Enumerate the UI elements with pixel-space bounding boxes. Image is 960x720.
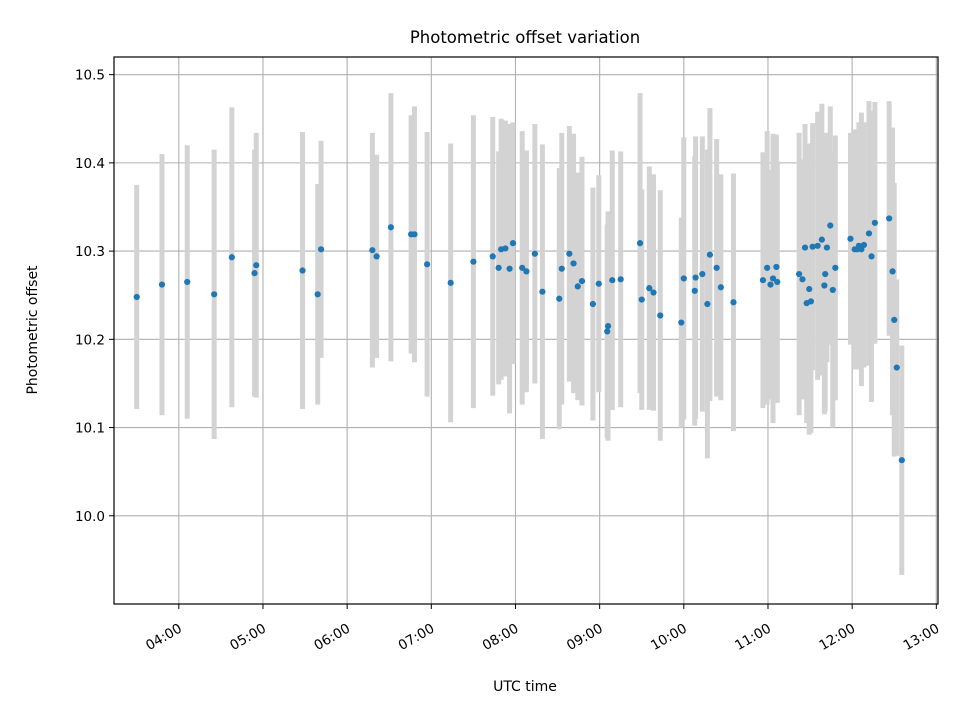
data-points bbox=[133, 215, 905, 464]
data-point bbox=[411, 231, 418, 238]
data-point bbox=[868, 253, 875, 260]
data-point bbox=[799, 276, 806, 283]
data-point bbox=[506, 265, 513, 272]
data-point bbox=[299, 267, 306, 274]
data-point bbox=[502, 245, 509, 252]
data-point bbox=[898, 457, 905, 464]
data-point bbox=[578, 277, 586, 285]
data-point bbox=[823, 244, 831, 251]
data-point bbox=[570, 260, 577, 267]
data-point bbox=[809, 243, 816, 250]
data-point bbox=[692, 274, 699, 281]
data-point bbox=[589, 300, 597, 308]
data-point bbox=[317, 246, 325, 253]
data-point bbox=[829, 286, 836, 294]
data-point bbox=[519, 264, 526, 271]
data-point bbox=[595, 280, 602, 287]
data-point bbox=[646, 285, 653, 292]
data-point bbox=[650, 289, 657, 296]
data-point bbox=[604, 322, 612, 330]
data-point bbox=[617, 276, 624, 283]
data-point bbox=[704, 300, 711, 308]
data-point bbox=[539, 288, 546, 295]
data-point bbox=[636, 240, 644, 247]
y-tick-label: 10.2 bbox=[75, 332, 105, 348]
data-point bbox=[373, 253, 380, 260]
data-point bbox=[822, 270, 829, 278]
data-point bbox=[827, 222, 834, 229]
data-point bbox=[706, 251, 714, 258]
data-point bbox=[387, 224, 395, 231]
data-point bbox=[730, 299, 737, 306]
chart-title: Photometric offset variation bbox=[410, 28, 640, 47]
data-point bbox=[253, 262, 260, 269]
data-point bbox=[871, 219, 878, 226]
y-axis-label: Photometric offset bbox=[25, 265, 41, 395]
data-point bbox=[531, 250, 538, 257]
data-point bbox=[158, 281, 166, 288]
data-point bbox=[638, 296, 645, 303]
data-point bbox=[814, 242, 821, 249]
data-point bbox=[886, 215, 893, 222]
data-point bbox=[821, 282, 828, 289]
data-point bbox=[759, 277, 767, 284]
data-point bbox=[893, 364, 900, 371]
data-point bbox=[806, 285, 813, 293]
data-point bbox=[523, 268, 530, 275]
data-point bbox=[609, 277, 616, 284]
data-point bbox=[764, 264, 771, 271]
data-point bbox=[558, 265, 565, 272]
data-point bbox=[211, 291, 218, 298]
data-point bbox=[818, 236, 825, 243]
data-point bbox=[860, 241, 868, 249]
data-point bbox=[678, 319, 685, 326]
data-point bbox=[489, 253, 496, 260]
data-point bbox=[773, 263, 780, 271]
data-point bbox=[657, 312, 664, 319]
data-point bbox=[717, 284, 724, 291]
data-point bbox=[801, 244, 809, 251]
data-point bbox=[447, 279, 454, 286]
y-axis: 10.0 10.1 10.2 10.3 10.4 10.5 bbox=[75, 68, 114, 525]
y-tick-label: 10.4 bbox=[75, 156, 105, 172]
y-tick-label: 10.5 bbox=[75, 68, 105, 84]
data-point bbox=[774, 278, 781, 286]
data-point bbox=[369, 247, 376, 254]
data-point bbox=[133, 293, 140, 301]
data-point bbox=[699, 270, 706, 278]
plot-frame bbox=[113, 56, 939, 605]
y-tick-label: 10.3 bbox=[75, 244, 105, 260]
data-point bbox=[713, 264, 720, 271]
data-point bbox=[769, 275, 777, 282]
data-point bbox=[424, 261, 431, 268]
data-point bbox=[889, 268, 896, 275]
data-point bbox=[509, 240, 517, 247]
data-point bbox=[470, 258, 477, 265]
y-tick-label: 10.0 bbox=[75, 509, 105, 525]
data-point bbox=[865, 230, 873, 237]
data-point bbox=[495, 264, 502, 271]
x-axis-label: UTC time bbox=[493, 679, 557, 695]
data-point bbox=[807, 298, 815, 305]
data-point bbox=[832, 264, 839, 271]
data-point bbox=[691, 287, 698, 294]
y-tick-label: 10.1 bbox=[75, 421, 105, 437]
data-point bbox=[556, 295, 563, 302]
data-point bbox=[574, 283, 581, 290]
data-point bbox=[796, 270, 803, 278]
data-point bbox=[566, 250, 573, 257]
data-point bbox=[228, 254, 235, 261]
data-point bbox=[184, 278, 191, 286]
data-point bbox=[891, 316, 898, 324]
data-point bbox=[251, 270, 258, 277]
data-point bbox=[767, 281, 774, 288]
data-point bbox=[847, 235, 854, 242]
data-point bbox=[314, 291, 321, 298]
data-point bbox=[680, 275, 687, 282]
data-point bbox=[604, 328, 611, 335]
